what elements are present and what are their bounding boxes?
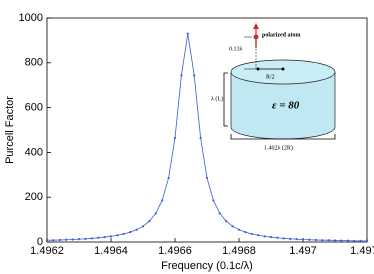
y-tick-label: 400 (25, 146, 43, 158)
marker (84, 237, 87, 240)
marker (193, 74, 196, 77)
x-axis-label: Frequency (0.1c/λ) (161, 260, 253, 272)
x-tick-label: 1.4962 (30, 245, 64, 257)
marker (199, 136, 202, 139)
marker (173, 136, 177, 139)
marker (365, 239, 369, 242)
marker (282, 237, 285, 240)
x-tick-label: 1.4968 (222, 245, 256, 257)
marker (103, 235, 106, 239)
inset-label: λ (L) (211, 95, 223, 102)
inset-label: polarized atom (262, 32, 301, 38)
marker (77, 237, 81, 241)
marker (129, 231, 132, 234)
marker (45, 239, 49, 242)
marker (154, 212, 157, 215)
x-tick-label: 1.4966 (158, 245, 192, 257)
marker (58, 238, 61, 242)
marker (186, 32, 189, 35)
marker (346, 239, 349, 242)
marker (90, 237, 93, 240)
point (281, 67, 285, 71)
marker (109, 235, 113, 238)
marker (116, 234, 119, 237)
marker (359, 239, 362, 242)
marker (327, 239, 330, 242)
plot-frame (46, 17, 368, 243)
y-axis-label: Purcell Factor (4, 96, 16, 164)
inset-label: 0.13λ (229, 46, 243, 52)
marker (289, 237, 292, 240)
marker (212, 199, 215, 202)
marker (97, 236, 100, 239)
marker (180, 74, 183, 77)
y-tick-label: 1000 (19, 12, 43, 24)
marker (141, 225, 145, 228)
marker (205, 176, 209, 180)
marker (71, 238, 74, 241)
marker (263, 235, 266, 238)
inset: polarized atom 0.13λ R/2 λ (L) ε = 80 1.… (211, 23, 336, 151)
marker (257, 234, 260, 237)
atom (253, 34, 259, 40)
marker (135, 228, 138, 231)
y-tick-label: 0 (37, 236, 43, 248)
marker (314, 238, 317, 242)
diameter-bracket (230, 134, 336, 140)
marker (353, 239, 356, 242)
marker (122, 232, 125, 236)
marker (231, 225, 234, 228)
x-tick-label: 1.497 (289, 245, 317, 257)
marker (237, 228, 241, 231)
x-tick-label: 1.4972 (350, 245, 374, 257)
marker (250, 232, 253, 236)
x-tick-label: 1.4964 (94, 245, 128, 257)
marker (218, 212, 221, 215)
marker (308, 238, 311, 241)
marker (244, 231, 247, 234)
marker (321, 239, 324, 242)
marker (225, 220, 228, 223)
marker (167, 176, 170, 180)
y-tick-label: 200 (25, 191, 43, 203)
marker (295, 237, 298, 241)
marker (161, 199, 164, 202)
marker (333, 239, 337, 242)
inset-label: 1.402λ (2R) (264, 144, 293, 151)
point (256, 67, 260, 71)
inset-label: R/2 (266, 74, 275, 80)
y-tick-label: 600 (25, 102, 43, 114)
marker (301, 238, 305, 241)
marker (148, 220, 151, 223)
y-tick-label: 800 (25, 57, 43, 69)
marker (340, 239, 343, 242)
marker (65, 238, 68, 241)
marker (269, 235, 273, 239)
inset-label: ε = 80 (272, 100, 300, 112)
marker (52, 239, 55, 242)
marker (276, 236, 279, 239)
arrow-head (253, 23, 259, 29)
length-bracket (223, 72, 228, 127)
cylinder-top (230, 59, 336, 85)
